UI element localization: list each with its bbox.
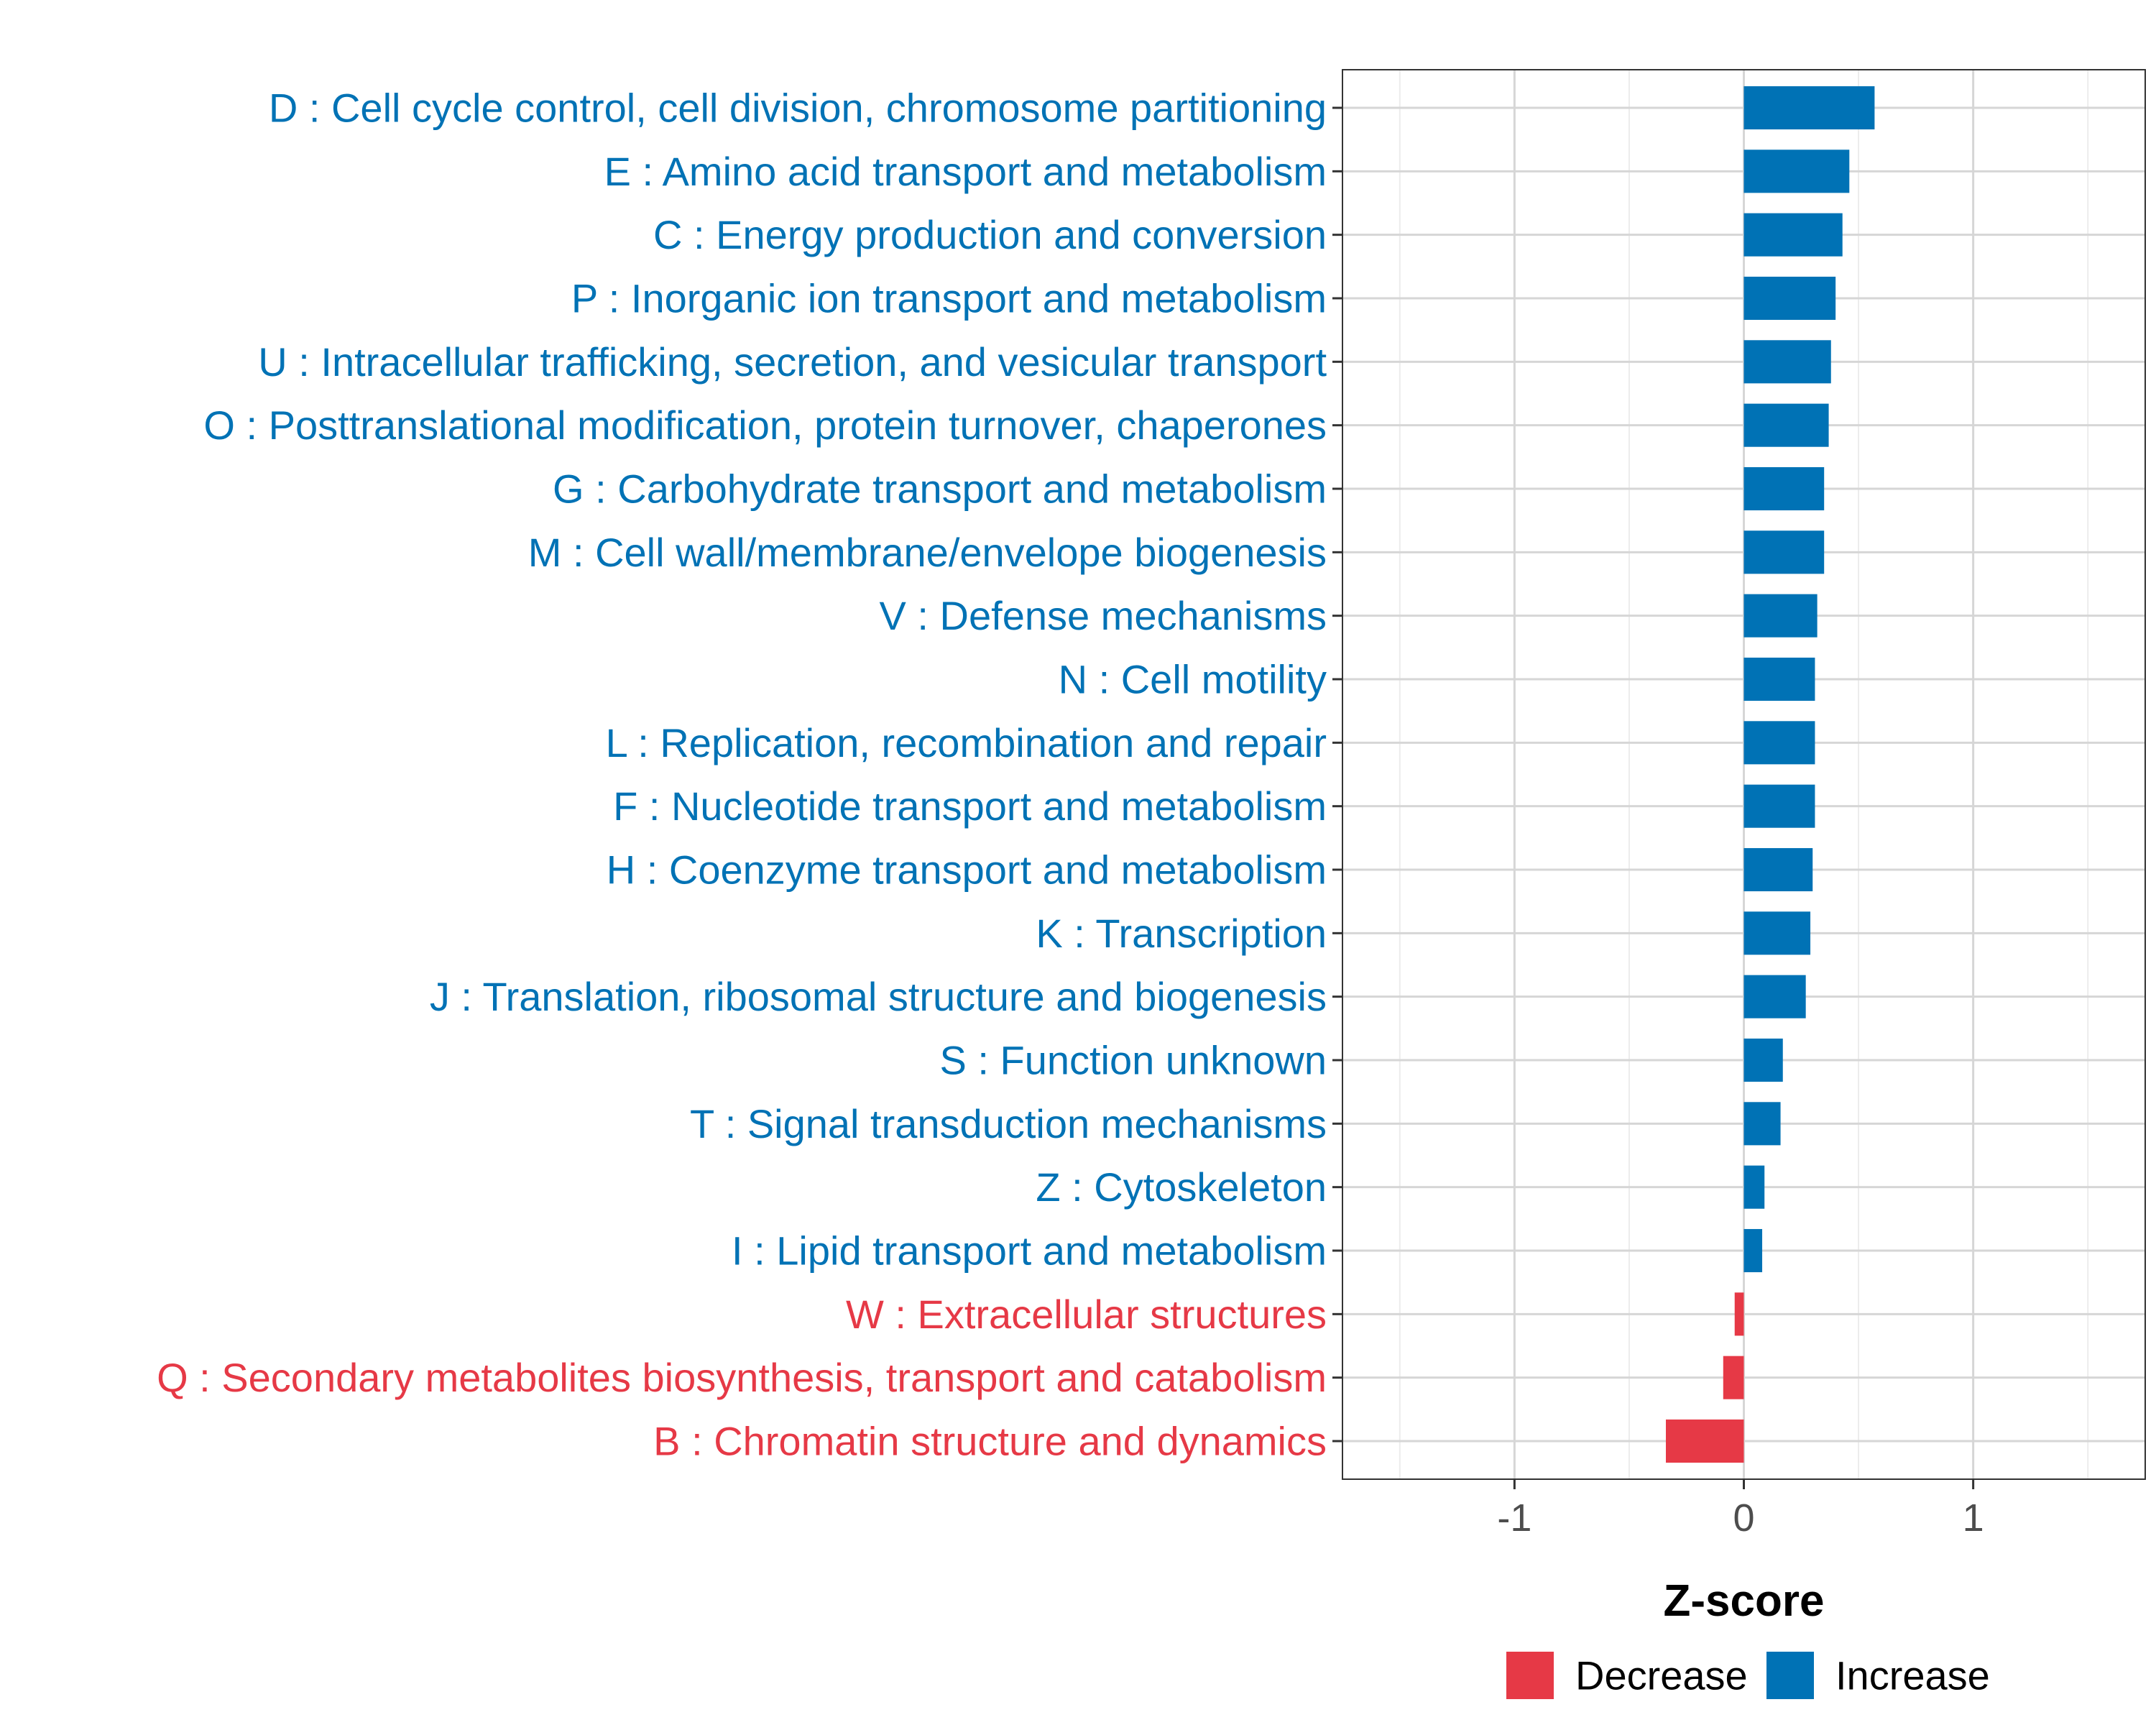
bar-z [1743, 1165, 1765, 1209]
category-label: Z : Cytoskeleton [1036, 1164, 1327, 1210]
category-label: Q : Secondary metabolites biosynthesis, … [157, 1355, 1327, 1400]
bar-d [1743, 86, 1875, 130]
bar-q [1723, 1356, 1744, 1399]
legend-label-decrease: Decrease [1575, 1653, 1748, 1698]
category-label: M : Cell wall/membrane/envelope biogenes… [528, 530, 1327, 575]
bar-h [1743, 847, 1813, 892]
legend-swatch-decrease [1506, 1652, 1554, 1699]
category-label: I : Lipid transport and metabolism [732, 1228, 1327, 1274]
category-label: E : Amino acid transport and metabolism [604, 149, 1327, 194]
category-label: L : Replication, recombination and repai… [606, 720, 1327, 765]
x-axis-ticks: -1 0 1 [1497, 1479, 1984, 1540]
category-label: U : Intracellular trafficking, secretion… [258, 339, 1327, 385]
x-axis-title: Z-score [1664, 1576, 1825, 1626]
legend-swatch-increase [1766, 1652, 1814, 1699]
category-label: C : Energy production and conversion [653, 212, 1327, 257]
category-label: S : Function unknown [939, 1038, 1327, 1083]
bar-g [1743, 466, 1825, 511]
category-label: D : Cell cycle control, cell division, c… [269, 86, 1327, 131]
bar-e [1743, 150, 1850, 193]
category-label: T : Signal transduction mechanisms [690, 1101, 1327, 1146]
bar-p [1743, 276, 1836, 321]
x-tick-label: 0 [1733, 1496, 1754, 1540]
x-tick-label: -1 [1497, 1496, 1531, 1540]
bar-u [1743, 340, 1831, 384]
category-label: W : Extracellular structures [846, 1292, 1327, 1337]
bar-f [1743, 784, 1815, 828]
bar-i [1743, 1228, 1763, 1273]
bar-c [1743, 213, 1843, 257]
bar-o [1743, 403, 1829, 447]
bar-s [1743, 1038, 1783, 1082]
bar-m [1743, 530, 1825, 574]
category-label: N : Cell motility [1059, 657, 1327, 702]
bar-n [1743, 657, 1815, 702]
category-label: B : Chromatin structure and dynamics [653, 1419, 1327, 1464]
category-label: V : Defense mechanisms [880, 593, 1327, 638]
category-label: P : Inorganic ion transport and metaboli… [571, 276, 1327, 321]
category-label: H : Coenzyme transport and metabolism [607, 847, 1327, 893]
bar-j [1743, 975, 1806, 1018]
category-label: G : Carbohydrate transport and metabolis… [553, 466, 1327, 512]
bar-t [1743, 1102, 1781, 1146]
bar-v [1743, 594, 1818, 638]
legend: Decrease Increase [1506, 1652, 1990, 1699]
category-label: K : Transcription [1036, 911, 1327, 956]
bar-k [1743, 911, 1811, 955]
legend-label-increase: Increase [1835, 1653, 1990, 1698]
y-axis-category-labels: D : Cell cycle control, cell division, c… [157, 86, 1327, 1464]
category-label: O : Posttranslational modification, prot… [203, 402, 1327, 448]
bars [1665, 86, 1875, 1463]
y-axis-ticks [1332, 106, 1342, 1443]
bar-b [1665, 1419, 1744, 1463]
x-tick-label: 1 [1963, 1496, 1984, 1540]
bar-w [1734, 1292, 1744, 1336]
category-label: F : Nucleotide transport and metabolism [613, 783, 1327, 829]
category-label: J : Translation, ribosomal structure and… [430, 974, 1327, 1019]
bar-l [1743, 721, 1815, 765]
